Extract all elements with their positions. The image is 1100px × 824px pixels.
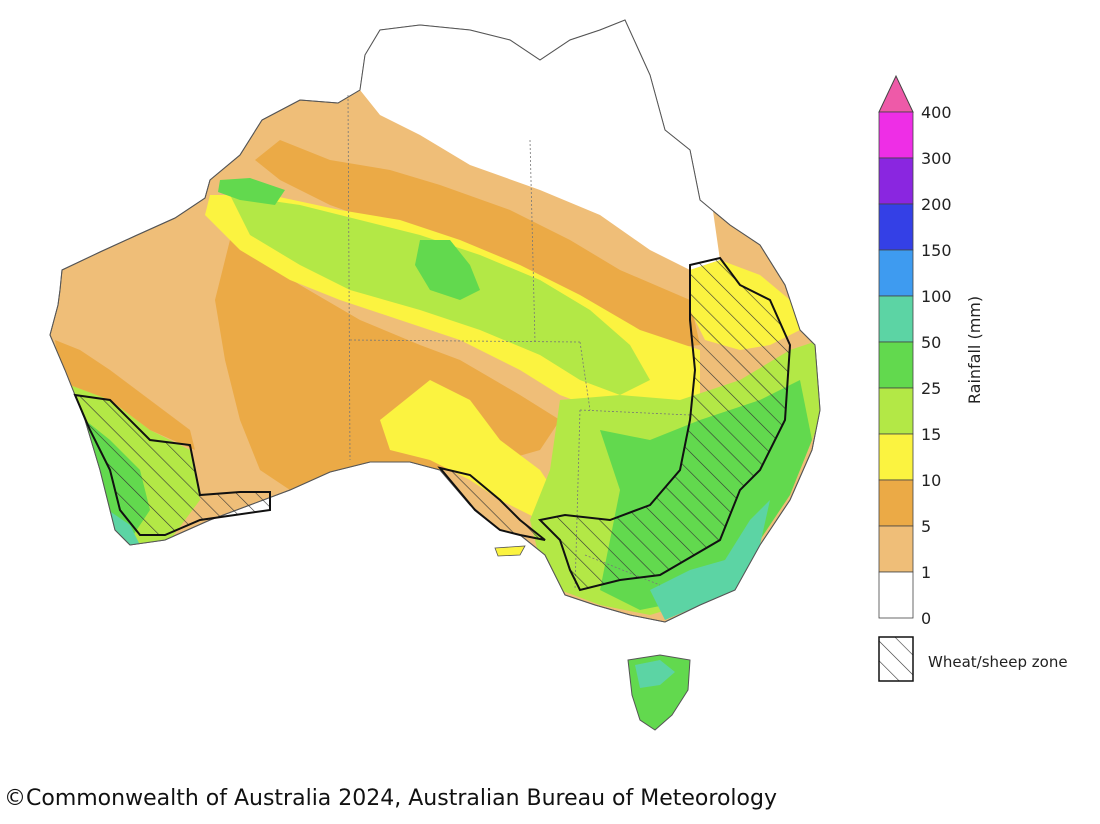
lime-region-central [230,195,650,395]
legend-overflow-arrow [878,74,914,113]
legend-band [878,341,914,389]
legend-band [878,295,914,343]
legend-band [878,571,914,619]
legend-tick-label: 100 [921,287,952,306]
green-blob-northwest [218,178,285,205]
zone-legend-label: Wheat/sheep zone [928,653,1068,671]
kangaroo-island [494,545,526,557]
legend-band [878,433,914,481]
tasmania-teal [635,660,675,688]
legend-tick-label: 300 [921,149,952,168]
wheat-sheep-zone-sa [437,466,546,541]
orange-region-north [255,140,700,350]
legend-band [878,203,914,251]
orange-region-wa-coast [55,340,195,450]
zone-legend-swatch [878,636,914,682]
wheat-sheep-zone-east [537,256,792,592]
legend-band [878,157,914,205]
legend-tick-label: 10 [921,471,941,490]
legend-title: Rainfall (mm) [965,296,984,404]
legend-band [878,525,914,573]
teal-region-se-coast [650,500,770,620]
legend-band [878,479,914,527]
legend-tick-label: 0 [921,609,931,628]
legend-band [878,249,914,297]
legend-tick-label: 5 [921,517,931,536]
legend-tick-label: 50 [921,333,941,352]
legend-tick-label: 25 [921,379,941,398]
legend-tick-label: 15 [921,425,941,444]
wheat-sheep-zone-wa [73,393,271,536]
legend-tick-label: 200 [921,195,952,214]
legend-band [878,387,914,435]
legend-band [878,111,914,159]
green-blob-central [415,240,480,300]
yellow-region-sa [380,380,560,520]
legend-tick-label: 150 [921,241,952,260]
legend-tick-label: 400 [921,103,952,122]
copyright-notice: ©Commonwealth of Australia 2024, Austral… [4,786,777,811]
legend-tick-label: 1 [921,563,931,582]
no-rain-region-north [360,20,720,270]
